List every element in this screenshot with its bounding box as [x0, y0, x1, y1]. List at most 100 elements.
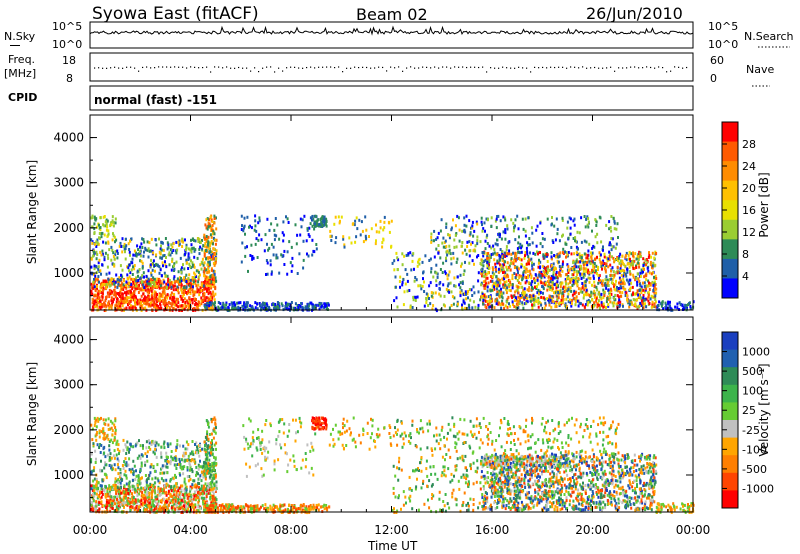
echo-cell [406, 279, 409, 283]
echo-cell [121, 304, 124, 308]
echo-cell [403, 290, 406, 294]
echo-cell [162, 248, 165, 252]
echo-cell [375, 223, 377, 227]
echo-cell [506, 261, 509, 265]
echo-cell [637, 255, 640, 258]
echo-cell [283, 263, 286, 266]
echo-cell [240, 214, 243, 218]
echo-cell [567, 271, 570, 274]
echo-cell [190, 238, 192, 242]
echo-cell [290, 269, 293, 273]
echo-cell [299, 305, 302, 308]
echo-cell [645, 274, 648, 278]
echo-cell [508, 284, 511, 288]
echo-cell [151, 500, 154, 504]
echo-cell [141, 285, 144, 289]
echo-cell [176, 288, 179, 292]
echo-cell [379, 219, 382, 223]
echo-cell [150, 273, 153, 277]
echo-cell [102, 240, 105, 244]
echo-cell [109, 224, 112, 228]
echo-cell [615, 242, 618, 246]
echo-cell [576, 299, 579, 303]
echo-cell [267, 248, 270, 252]
echo-cell [162, 254, 165, 258]
echo-cell [132, 498, 135, 501]
echo-cell [106, 225, 109, 229]
echo-cell [378, 230, 381, 234]
echo-cell [394, 285, 397, 289]
echo-cell [552, 273, 555, 277]
echo-cell [543, 271, 546, 274]
echo-cell [611, 255, 613, 259]
echo-cell [537, 265, 540, 269]
echo-cell [607, 297, 610, 301]
echo-cell [252, 307, 255, 311]
echo-cell [179, 294, 182, 298]
echo-cell [211, 278, 214, 281]
echo-cell [629, 272, 632, 276]
echo-cell [655, 252, 658, 255]
echo-cell [506, 305, 509, 309]
echo-cell [180, 239, 183, 243]
echo-cell [510, 294, 513, 298]
echo-cell [142, 254, 145, 258]
echo-cell [494, 281, 497, 285]
echo-cell [270, 270, 273, 274]
echo-cell [577, 304, 580, 308]
echo-cell [674, 305, 677, 309]
echo-cell [108, 295, 111, 299]
echo-cell [570, 302, 573, 306]
echo-cell [546, 288, 549, 292]
echo-cell [206, 302, 209, 306]
echo-cell [214, 242, 217, 246]
echo-cell [533, 303, 536, 307]
echo-cell [493, 258, 496, 262]
echo-cell [551, 278, 554, 282]
freq-point [598, 67, 600, 69]
echo-cell [145, 279, 148, 283]
echo-cell [99, 250, 102, 254]
echo-cell [136, 284, 139, 288]
echo-cell [151, 291, 154, 295]
echo-cell [276, 256, 279, 260]
echo-cell [123, 242, 126, 246]
echo-cell [211, 242, 214, 246]
echo-cell [453, 284, 456, 288]
echo-cell [222, 303, 225, 307]
echo-cell [481, 292, 484, 296]
echo-cell [206, 277, 209, 281]
echo-cell [120, 287, 123, 291]
echo-cell [477, 303, 480, 307]
echo-cell [266, 242, 268, 246]
echo-cell [126, 273, 129, 277]
echo-cell [536, 278, 539, 282]
echo-cell [500, 255, 503, 259]
echo-cell [503, 277, 506, 281]
echo-cell [622, 274, 625, 278]
echo-cell [103, 215, 106, 218]
echo-cell [103, 304, 106, 308]
freq-point [298, 67, 300, 69]
echo-cell [564, 242, 567, 246]
echo-cell [583, 215, 586, 218]
echo-cell [599, 216, 602, 220]
echo-cell [551, 295, 554, 299]
echo-cell [99, 226, 102, 229]
echo-cell [580, 267, 583, 271]
echo-cell [214, 262, 217, 266]
echo-cell [290, 245, 293, 249]
echo-cell [561, 265, 564, 269]
echo-cell [171, 495, 174, 499]
echo-cell [210, 218, 213, 222]
echo-cell [165, 485, 168, 489]
freq-point [174, 66, 176, 68]
echo-cell [557, 284, 559, 288]
echo-cell [573, 252, 576, 256]
echo-cell [190, 298, 193, 302]
echo-cell [608, 291, 611, 295]
echo-cell [111, 248, 114, 252]
echo-cell [319, 305, 322, 309]
echo-cell [602, 296, 605, 300]
echo-cell [638, 288, 641, 292]
